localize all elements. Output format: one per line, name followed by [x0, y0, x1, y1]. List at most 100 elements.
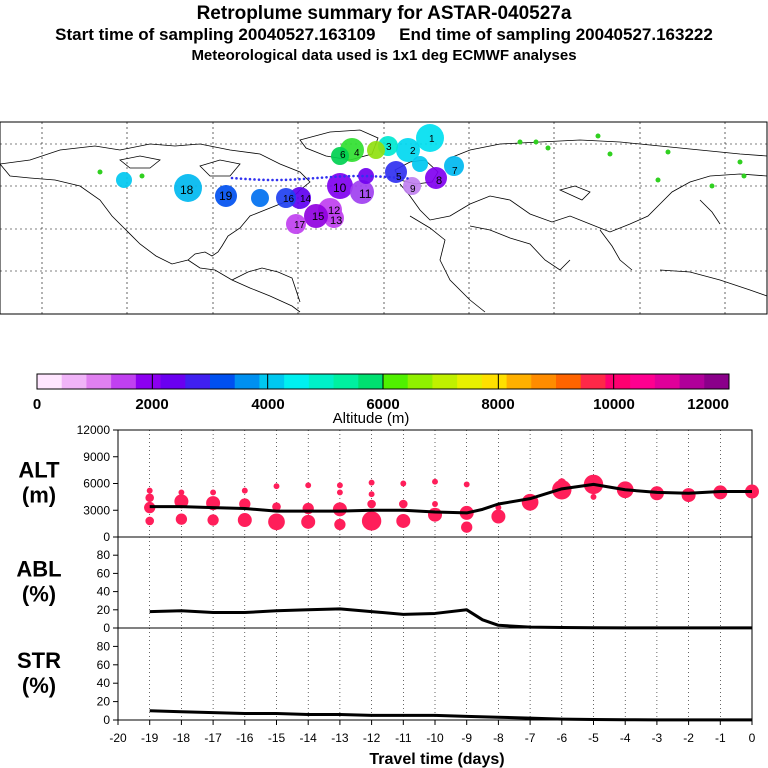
plume-cluster — [396, 138, 420, 162]
x-tick-label: -7 — [525, 731, 536, 745]
retroplume-map: 1 2 3 4 5 6 7 8 9 10 11 12 13 14 15 16 1… — [0, 121, 768, 315]
trajectory-dot — [302, 177, 306, 181]
alt-cluster-point — [400, 480, 407, 487]
x-tick-label: -18 — [173, 731, 191, 745]
plume-marker — [607, 151, 613, 157]
x-tick-label: -9 — [461, 731, 472, 745]
plume-cluster — [425, 167, 447, 189]
day-label: 17 — [294, 220, 306, 231]
y-tick-label: 6000 — [83, 477, 110, 491]
alt-median-line — [149, 482, 752, 515]
alt-cluster-point — [461, 521, 473, 533]
y-tick-label: 0 — [103, 713, 110, 727]
alt-cluster-point — [239, 498, 251, 510]
colorbar-tick-label: 6000 — [366, 396, 399, 413]
colorbar-cell — [383, 374, 409, 389]
day-label: 6 — [340, 150, 346, 161]
y-tick-label: 12000 — [77, 423, 111, 437]
colorbar-cell — [111, 374, 137, 389]
plume-cluster — [324, 208, 344, 228]
plume-cluster — [367, 141, 385, 159]
colorbar-cells — [37, 374, 730, 389]
plume-marker — [533, 139, 539, 145]
colorbar-cell — [358, 374, 384, 389]
trajectory-dot — [271, 178, 274, 182]
colorbar-tick-label: 10000 — [593, 396, 635, 413]
alt-cluster-point — [175, 513, 188, 525]
day-label: 11 — [359, 187, 372, 201]
day-label: 15 — [312, 211, 324, 223]
alt-cluster-point — [273, 483, 280, 490]
panel-ylabel: STR — [17, 648, 61, 673]
plume-cluster — [403, 177, 421, 195]
plume-cluster — [331, 147, 349, 165]
alt-cluster-point — [237, 513, 252, 528]
colorbar-cell — [308, 374, 335, 389]
colorbar-tick-label: 12000 — [687, 396, 729, 413]
trajectory-dot — [293, 178, 297, 181]
colorbar-cell — [704, 374, 730, 389]
trajectory-dot — [257, 178, 261, 181]
plume-marker — [741, 173, 747, 179]
trajectory-dot — [280, 178, 283, 182]
colorbar-cell — [407, 374, 433, 389]
colorbar-tick-label: 8000 — [481, 396, 514, 413]
alt-cluster-point — [207, 514, 219, 526]
colorbar-cell — [556, 374, 582, 389]
plume-marker — [709, 183, 715, 189]
trajectory-dot — [392, 176, 396, 179]
alt-cluster-point — [268, 513, 285, 531]
colorbar-cell — [481, 374, 508, 389]
x-tick-label: -17 — [204, 731, 222, 745]
trajectory-dot — [370, 174, 373, 178]
plume-marker — [517, 139, 523, 145]
x-tick-label: -10 — [426, 731, 444, 745]
alt-cluster-point — [210, 489, 217, 496]
trajectory-dot — [320, 176, 324, 179]
colorbar-cell — [333, 374, 359, 389]
trajectory-dot — [329, 175, 333, 179]
trajectory-dot — [284, 178, 288, 182]
trajectory-dot — [365, 174, 369, 178]
trajectory-dot — [356, 174, 360, 178]
y-tick-label: 60 — [97, 658, 111, 672]
alt-cluster-point — [241, 487, 248, 494]
y-tick-label: 40 — [97, 676, 111, 690]
plume-marker — [97, 169, 103, 175]
y-tick-label: 60 — [97, 566, 111, 580]
alt-cluster-point — [145, 493, 154, 503]
colorbar-cell — [580, 374, 606, 389]
trajectory-dot — [289, 178, 292, 181]
trajectory-dot — [401, 176, 405, 180]
alt-cluster-point — [367, 499, 376, 509]
str-line — [149, 709, 752, 722]
alt-cluster-point — [368, 491, 375, 498]
alt-cluster-point — [146, 487, 153, 494]
trajectory-dot — [347, 174, 351, 178]
abl-line — [149, 607, 752, 630]
trajectory-dot — [253, 178, 256, 181]
x-tick-label: -2 — [683, 731, 694, 745]
trajectory-dot — [235, 177, 238, 180]
colorbar-cell — [531, 374, 557, 389]
alt-cluster-point — [396, 513, 411, 528]
x-tick-label: -12 — [363, 731, 381, 745]
day-label: 12 — [328, 205, 340, 217]
x-tick-label: -8 — [493, 731, 504, 745]
y-tick-label: 0 — [103, 621, 110, 635]
alt-cluster-point — [463, 481, 470, 488]
x-tick-label: -3 — [652, 731, 663, 745]
x-tick-label: -14 — [300, 731, 318, 745]
alt-panel: 0 3000 6000 9000 12000 ALT(m) — [18, 423, 759, 544]
trajectory-dot — [230, 176, 234, 180]
alt-cluster-point — [272, 502, 281, 511]
plume-cluster — [289, 187, 311, 209]
colorbar-cell — [284, 374, 310, 389]
trajectory-dot — [311, 176, 315, 180]
x-tick-label: 0 — [749, 731, 756, 745]
plume-marker — [139, 173, 145, 179]
trajectory-dot — [388, 175, 391, 179]
plume-cluster — [286, 214, 306, 234]
alt-cluster-point — [432, 501, 438, 507]
